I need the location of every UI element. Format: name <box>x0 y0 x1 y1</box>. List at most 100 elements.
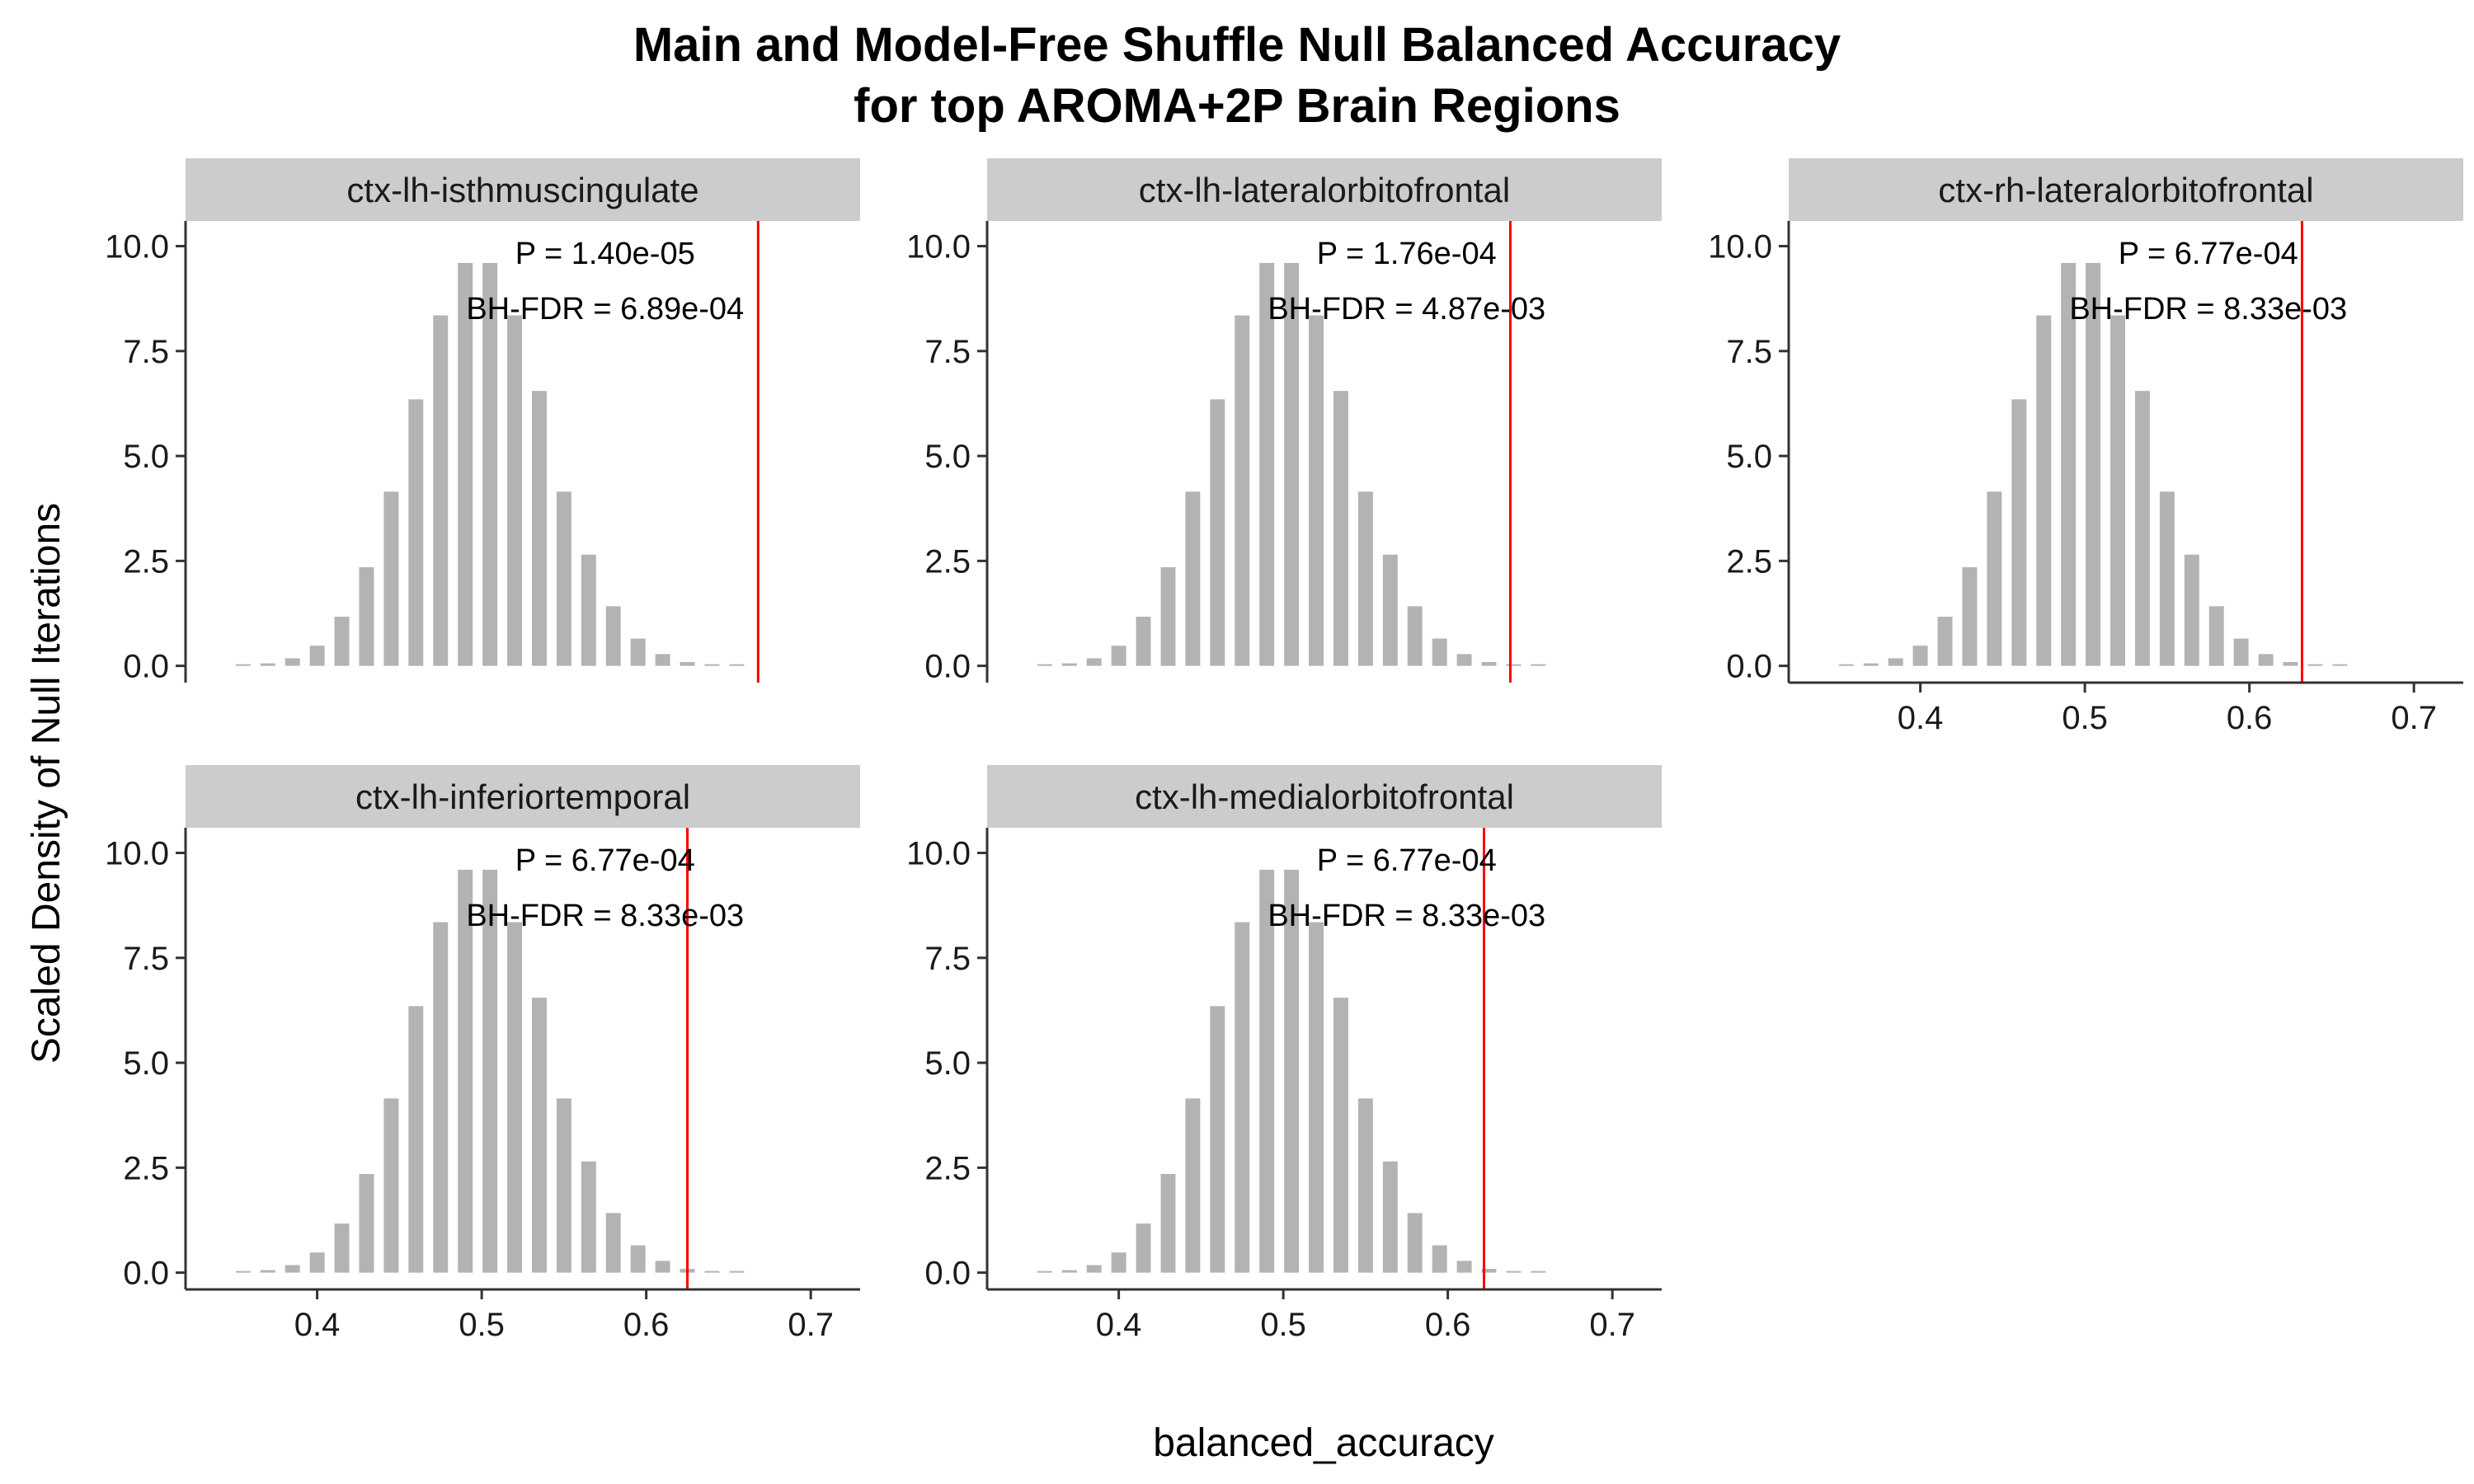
y-tick-label: 7.5 <box>123 941 169 977</box>
facet-strip-label: ctx-lh-medialorbitofrontal <box>1135 777 1514 816</box>
histogram-bar <box>309 646 325 666</box>
facet-strip <box>987 765 1662 828</box>
bh-fdr-label: BH-FDR = 4.87e-03 <box>1268 292 1545 326</box>
histogram-bar <box>260 1270 275 1273</box>
histogram-bar <box>334 1223 350 1273</box>
y-tick-label: 10.0 <box>105 836 169 872</box>
x-tick-label: 0.5 <box>2062 700 2108 736</box>
histogram-bar <box>1284 262 1300 666</box>
facet-strip-label: ctx-lh-inferiortemporal <box>355 777 690 816</box>
y-tick-label: 5.0 <box>924 1045 971 1082</box>
histogram-bar <box>2036 315 2052 666</box>
histogram-bar <box>1531 1270 1546 1273</box>
histogram-bar <box>433 922 449 1273</box>
y-tick-label: 0.0 <box>924 649 971 685</box>
p-value-label: P = 6.77e-04 <box>2119 237 2298 271</box>
bh-fdr-label: BH-FDR = 8.33e-03 <box>2069 292 2347 326</box>
facet-panel-ctx-lh-medialorbitofrontal: ctx-lh-medialorbitofrontal P = 6.77e-04 BH… <box>906 765 1662 1343</box>
histogram-bar <box>408 1006 424 1273</box>
histogram-bar <box>680 662 695 666</box>
x-tick-label: 0.6 <box>2227 700 2273 736</box>
bh-fdr-label: BH-FDR = 8.33e-03 <box>466 899 744 933</box>
p-value-label: P = 6.77e-04 <box>1317 843 1497 878</box>
histogram-bar <box>2233 638 2249 666</box>
facet-strip-label: ctx-lh-lateralorbitofrontal <box>1139 171 1511 209</box>
facet-strip <box>186 158 860 221</box>
y-tick-label: 7.5 <box>924 334 971 370</box>
y-tick-label: 7.5 <box>123 334 169 370</box>
histogram-bar <box>1382 1161 1398 1273</box>
histogram-bar <box>1506 664 1522 666</box>
facet-strip <box>186 765 860 828</box>
histogram-bar <box>1531 664 1546 666</box>
y-tick-label: 0.0 <box>924 1256 971 1292</box>
bh-fdr-label: BH-FDR = 6.89e-04 <box>466 292 744 326</box>
histogram-bar <box>1432 1245 1447 1273</box>
histogram-bar <box>1357 1098 1373 1273</box>
y-tick-label: 2.5 <box>123 543 169 580</box>
histogram-bar <box>1912 646 1928 666</box>
histogram-bar <box>507 922 523 1273</box>
histogram-bar <box>2086 262 2101 666</box>
histogram-bar <box>1037 664 1052 666</box>
facet-strip <box>987 158 1662 221</box>
histogram-bar <box>1456 654 1472 666</box>
x-tick-label: 0.6 <box>1425 1307 1471 1343</box>
y-tick-label: 2.5 <box>924 543 971 580</box>
facet-panel-ctx-lh-isthmuscingulate: ctx-lh-isthmuscingulate P = 1.40e-05 BH-FD… <box>105 158 860 685</box>
histogram-bar <box>1086 1265 1102 1273</box>
histogram-bar <box>1259 262 1275 666</box>
histogram-bar <box>1407 606 1423 666</box>
histogram-bar <box>2061 262 2077 666</box>
histogram-bar <box>581 1161 596 1273</box>
histogram-bar <box>704 1270 720 1273</box>
histogram-bar <box>1111 1252 1126 1273</box>
histogram-bar <box>1235 315 1250 666</box>
y-tick-label: 2.5 <box>123 1150 169 1186</box>
y-tick-label: 10.0 <box>1708 229 1772 265</box>
histogram-bar <box>334 617 350 666</box>
histogram-bar <box>235 1270 251 1273</box>
histogram-bar <box>1309 922 1324 1273</box>
p-value-label: P = 1.40e-05 <box>515 237 695 271</box>
p-value-label: P = 6.77e-04 <box>515 843 695 878</box>
histogram-bar <box>605 1213 621 1273</box>
y-tick-label: 7.5 <box>1726 334 1772 370</box>
histogram-bar <box>1506 1270 1522 1273</box>
y-tick-label: 5.0 <box>1726 439 1772 475</box>
x-tick-label: 0.5 <box>459 1307 505 1343</box>
histogram-bar <box>1111 646 1126 666</box>
histogram-bar <box>1838 664 1854 666</box>
histogram-bar <box>556 491 571 666</box>
histogram-bar <box>1357 491 1373 666</box>
histogram-bar <box>704 664 720 666</box>
histogram-bar <box>2011 399 2027 666</box>
histogram-bar <box>260 663 275 666</box>
histogram-bar <box>1210 1006 1225 1273</box>
histogram-bar <box>1160 567 1176 666</box>
histogram-bar <box>1086 658 1102 666</box>
histogram-bar <box>1061 1270 1077 1273</box>
histogram-bar <box>655 1261 670 1273</box>
histogram-bar <box>1333 998 1348 1273</box>
histogram-bar <box>655 654 670 666</box>
y-tick-label: 0.0 <box>123 1256 169 1292</box>
histogram-bar <box>2307 664 2323 666</box>
facet-strip <box>1789 158 2463 221</box>
histogram-bar <box>482 262 498 666</box>
y-tick-label: 10.0 <box>906 229 971 265</box>
histogram-bar <box>1937 617 1953 666</box>
y-axis-title: Scaled Density of Null Iterations <box>25 503 68 1064</box>
y-tick-label: 5.0 <box>123 1045 169 1082</box>
facet-strip-label: ctx-lh-isthmuscingulate <box>346 171 698 209</box>
histogram-bar <box>1987 491 2002 666</box>
histogram-bar <box>1863 663 1879 666</box>
histogram-bar <box>1210 399 1225 666</box>
x-tick-label: 0.4 <box>1898 700 1944 736</box>
histogram-bar <box>2332 664 2348 666</box>
y-tick-label: 2.5 <box>924 1150 971 1186</box>
histogram-bar <box>556 1098 571 1273</box>
y-tick-label: 5.0 <box>924 439 971 475</box>
x-tick-label: 0.7 <box>788 1307 834 1343</box>
